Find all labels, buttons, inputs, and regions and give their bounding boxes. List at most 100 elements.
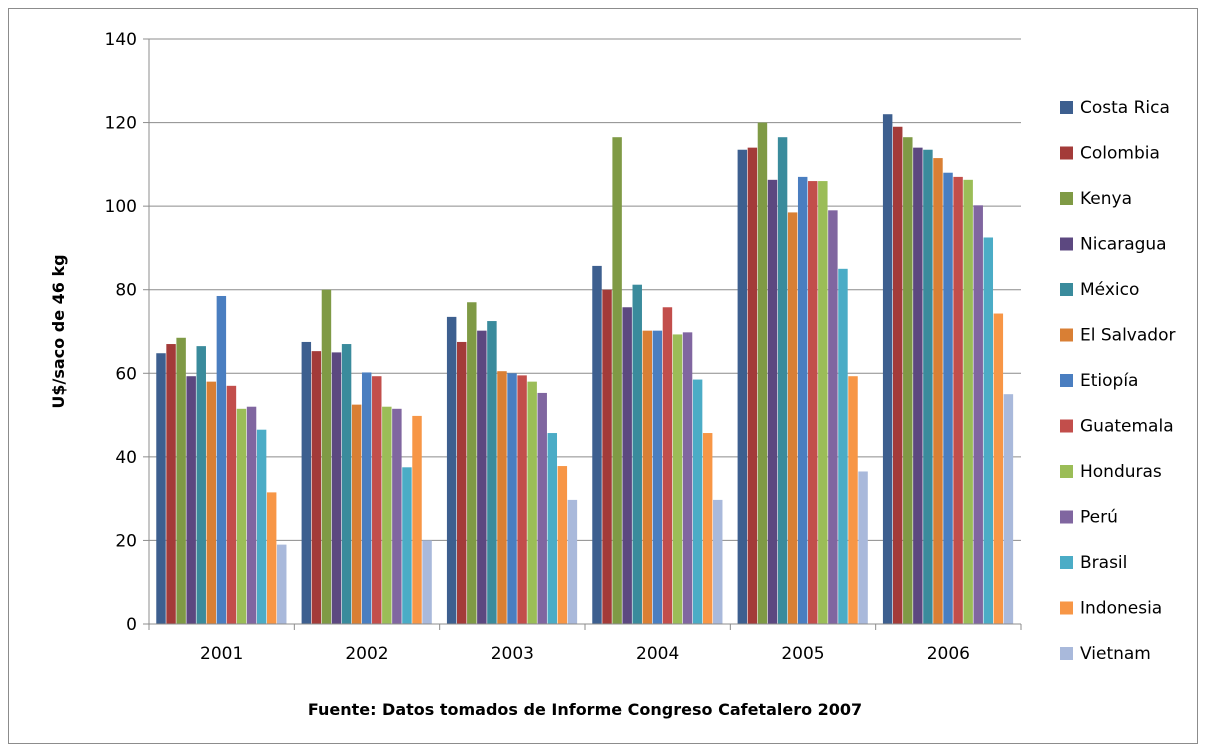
bar-brasil-2001 bbox=[256, 429, 267, 624]
legend-swatch bbox=[1060, 465, 1073, 478]
x-tick-label: 2001 bbox=[200, 644, 243, 664]
axes: 0 20 40 60 80 100 120 140 2001 2002 2003 2004 2005 20… bbox=[105, 30, 1022, 664]
legend-label: Costa Rica bbox=[1080, 98, 1170, 118]
bar-etiop-a-2004 bbox=[652, 330, 663, 624]
legend-swatch bbox=[1060, 192, 1073, 205]
bar-costa-rica-2001 bbox=[156, 353, 166, 624]
bar-costa-rica-2002 bbox=[301, 341, 312, 624]
bar-m-xico-2003 bbox=[487, 321, 497, 624]
bar-brasil-2006 bbox=[983, 237, 994, 625]
legend-label: México bbox=[1080, 280, 1139, 300]
bar-brasil-2003 bbox=[547, 433, 558, 624]
bar-indonesia-2002 bbox=[412, 415, 422, 624]
bar-etiop-a-2005 bbox=[797, 176, 808, 624]
bar-nicaragua-2002 bbox=[331, 352, 342, 624]
y-tick-label: 100 bbox=[105, 197, 137, 217]
bar-kenya-2002 bbox=[321, 289, 332, 624]
bars bbox=[156, 114, 1014, 625]
y-axis-title: U$/saco de 46 kg bbox=[49, 254, 68, 408]
legend-swatch bbox=[1060, 146, 1073, 160]
bar-honduras-2002 bbox=[382, 406, 392, 624]
legend-label: Etiopía bbox=[1080, 371, 1138, 391]
bar-costa-rica-2004 bbox=[592, 265, 602, 624]
y-tick-label: 140 bbox=[105, 30, 137, 50]
bar-honduras-2003 bbox=[527, 381, 537, 624]
legend-label: Vietnam bbox=[1080, 644, 1151, 664]
bar-etiop-a-2002 bbox=[361, 372, 372, 624]
bar-colombia-2005 bbox=[747, 147, 758, 624]
bar-nicaragua-2001 bbox=[186, 376, 196, 624]
bar-indonesia-2001 bbox=[266, 492, 277, 625]
bar-colombia-2006 bbox=[892, 126, 903, 624]
bar-indonesia-2004 bbox=[702, 433, 713, 624]
y-tick-label: 120 bbox=[105, 114, 137, 134]
y-tick-label: 20 bbox=[115, 531, 137, 551]
x-axis-title: Fuente: Datos tomados de Informe Congres… bbox=[308, 700, 862, 719]
y-tick-label: 80 bbox=[115, 281, 137, 301]
legend-label: El Salvador bbox=[1080, 326, 1175, 346]
legend-label: Colombia bbox=[1080, 144, 1160, 164]
legend-swatch bbox=[1060, 101, 1073, 114]
bar-kenya-2004 bbox=[612, 137, 622, 624]
bar-el-salvador-2002 bbox=[351, 404, 362, 625]
y-tick-label: 60 bbox=[115, 364, 137, 384]
bar-vietnam-2002 bbox=[422, 540, 432, 624]
legend-swatch bbox=[1060, 237, 1073, 251]
bar-costa-rica-2006 bbox=[882, 114, 893, 625]
bar-m-xico-2001 bbox=[196, 346, 206, 625]
gridlines bbox=[149, 38, 1021, 541]
bar-guatemala-2003 bbox=[517, 375, 527, 625]
bar-brasil-2002 bbox=[402, 467, 412, 624]
legend-label: Perú bbox=[1080, 508, 1118, 528]
bar-indonesia-2005 bbox=[848, 376, 858, 624]
legend-label: Guatemala bbox=[1080, 417, 1174, 437]
bar-etiop-a-2001 bbox=[216, 295, 227, 624]
bar-per--2005 bbox=[828, 210, 838, 624]
x-tick-label: 2005 bbox=[781, 644, 824, 664]
bar-per--2003 bbox=[537, 392, 547, 624]
bar-etiop-a-2006 bbox=[943, 172, 953, 624]
bar-indonesia-2006 bbox=[993, 313, 1004, 624]
bar-per--2004 bbox=[682, 332, 693, 624]
legend-swatch bbox=[1060, 556, 1073, 569]
bar-colombia-2003 bbox=[456, 341, 467, 624]
bar-guatemala-2004 bbox=[662, 307, 673, 624]
x-tick-label: 2003 bbox=[491, 644, 534, 664]
bar-nicaragua-2006 bbox=[913, 147, 923, 624]
bar-el-salvador-2006 bbox=[933, 158, 943, 624]
bar-chart: 0 20 40 60 80 100 120 140 2001 2002 2003 2004 2005 20… bbox=[49, 30, 1175, 719]
legend-swatch bbox=[1060, 419, 1073, 433]
bar-colombia-2004 bbox=[602, 289, 612, 624]
legend: Costa Rica Colombia Kenya Nicaragua México El… bbox=[1060, 98, 1175, 664]
bar-honduras-2004 bbox=[672, 334, 683, 624]
bar-kenya-2003 bbox=[467, 302, 477, 624]
legend-swatch bbox=[1060, 283, 1073, 296]
bar-el-salvador-2001 bbox=[206, 381, 217, 624]
bar-nicaragua-2003 bbox=[477, 330, 487, 624]
bar-vietnam-2003 bbox=[567, 499, 578, 624]
bar-indonesia-2003 bbox=[557, 466, 568, 624]
legend-label: Kenya bbox=[1080, 189, 1132, 209]
legend-label: Nicaragua bbox=[1080, 235, 1167, 255]
bar-brasil-2005 bbox=[838, 268, 848, 624]
bar-honduras-2005 bbox=[818, 181, 828, 624]
bar-guatemala-2006 bbox=[953, 176, 963, 624]
bar-vietnam-2004 bbox=[713, 499, 723, 624]
x-tick-label: 2004 bbox=[636, 644, 679, 664]
bar-m-xico-2005 bbox=[777, 137, 788, 624]
bar-kenya-2006 bbox=[903, 137, 913, 624]
y-tick-label: 40 bbox=[115, 448, 137, 468]
bar-honduras-2006 bbox=[963, 179, 973, 624]
legend-swatch bbox=[1060, 374, 1073, 387]
legend-label: Indonesia bbox=[1080, 599, 1162, 619]
bar-el-salvador-2005 bbox=[787, 212, 798, 624]
legend-swatch bbox=[1060, 647, 1073, 660]
bar-costa-rica-2005 bbox=[737, 149, 748, 625]
bar-nicaragua-2004 bbox=[622, 307, 632, 624]
legend-label: Brasil bbox=[1080, 553, 1127, 573]
bar-colombia-2001 bbox=[166, 344, 176, 624]
bar-vietnam-2001 bbox=[277, 544, 287, 624]
legend-swatch bbox=[1060, 328, 1073, 342]
bar-el-salvador-2004 bbox=[642, 330, 653, 624]
bar-honduras-2001 bbox=[236, 408, 247, 624]
